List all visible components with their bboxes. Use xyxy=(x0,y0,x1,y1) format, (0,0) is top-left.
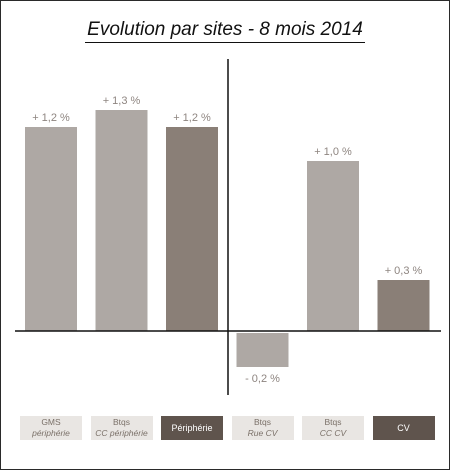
value-labels-group: + 1,2 % + 1,3 % + 1,2 % - 0,2 % + 1,0 % + 0,3… xyxy=(32,95,422,385)
category-label-line2: périphérie xyxy=(32,428,70,438)
value-label-2: + 1,2 % xyxy=(173,112,211,124)
category-label-line1: Btqs xyxy=(112,417,130,427)
category-label-2: Périphérie xyxy=(161,416,223,440)
category-label-5: CV xyxy=(372,416,435,440)
bar-1 xyxy=(95,110,148,331)
category-label-line2: CC CV xyxy=(319,428,347,438)
category-label-line1: Périphérie xyxy=(171,422,213,433)
category-label-line1: Btqs xyxy=(253,417,271,427)
value-label-0: + 1,2 % xyxy=(32,112,70,124)
bar-3 xyxy=(236,333,289,367)
category-label-line1: GMS xyxy=(41,417,61,427)
category-label-1: Btqs CC périphérie xyxy=(90,416,153,440)
category-label-line2: CC périphérie xyxy=(95,428,148,438)
value-label-4: + 1,0 % xyxy=(314,146,352,158)
chart-title-text: Evolution par sites - 8 mois 2014 xyxy=(85,19,365,43)
category-label-4: Btqs CC CV xyxy=(302,416,364,440)
value-label-5: + 0,3 % xyxy=(385,265,423,277)
category-label-line2: Rue CV xyxy=(247,428,278,438)
chart-title: Evolution par sites - 8 mois 2014 xyxy=(1,19,449,43)
bar-0 xyxy=(25,127,77,331)
bars-group xyxy=(25,110,430,367)
category-label-line1: CV xyxy=(397,422,410,433)
value-label-1: + 1,3 % xyxy=(103,95,141,107)
bar-2 xyxy=(166,127,218,331)
bar-4 xyxy=(307,161,359,331)
category-label-0: GMS périphérie xyxy=(20,416,82,440)
category-label-3: Btqs Rue CV xyxy=(231,416,294,440)
value-label-3: - 0,2 % xyxy=(245,373,280,385)
bar-5 xyxy=(377,280,430,331)
category-label-line1: Btqs xyxy=(324,417,342,427)
